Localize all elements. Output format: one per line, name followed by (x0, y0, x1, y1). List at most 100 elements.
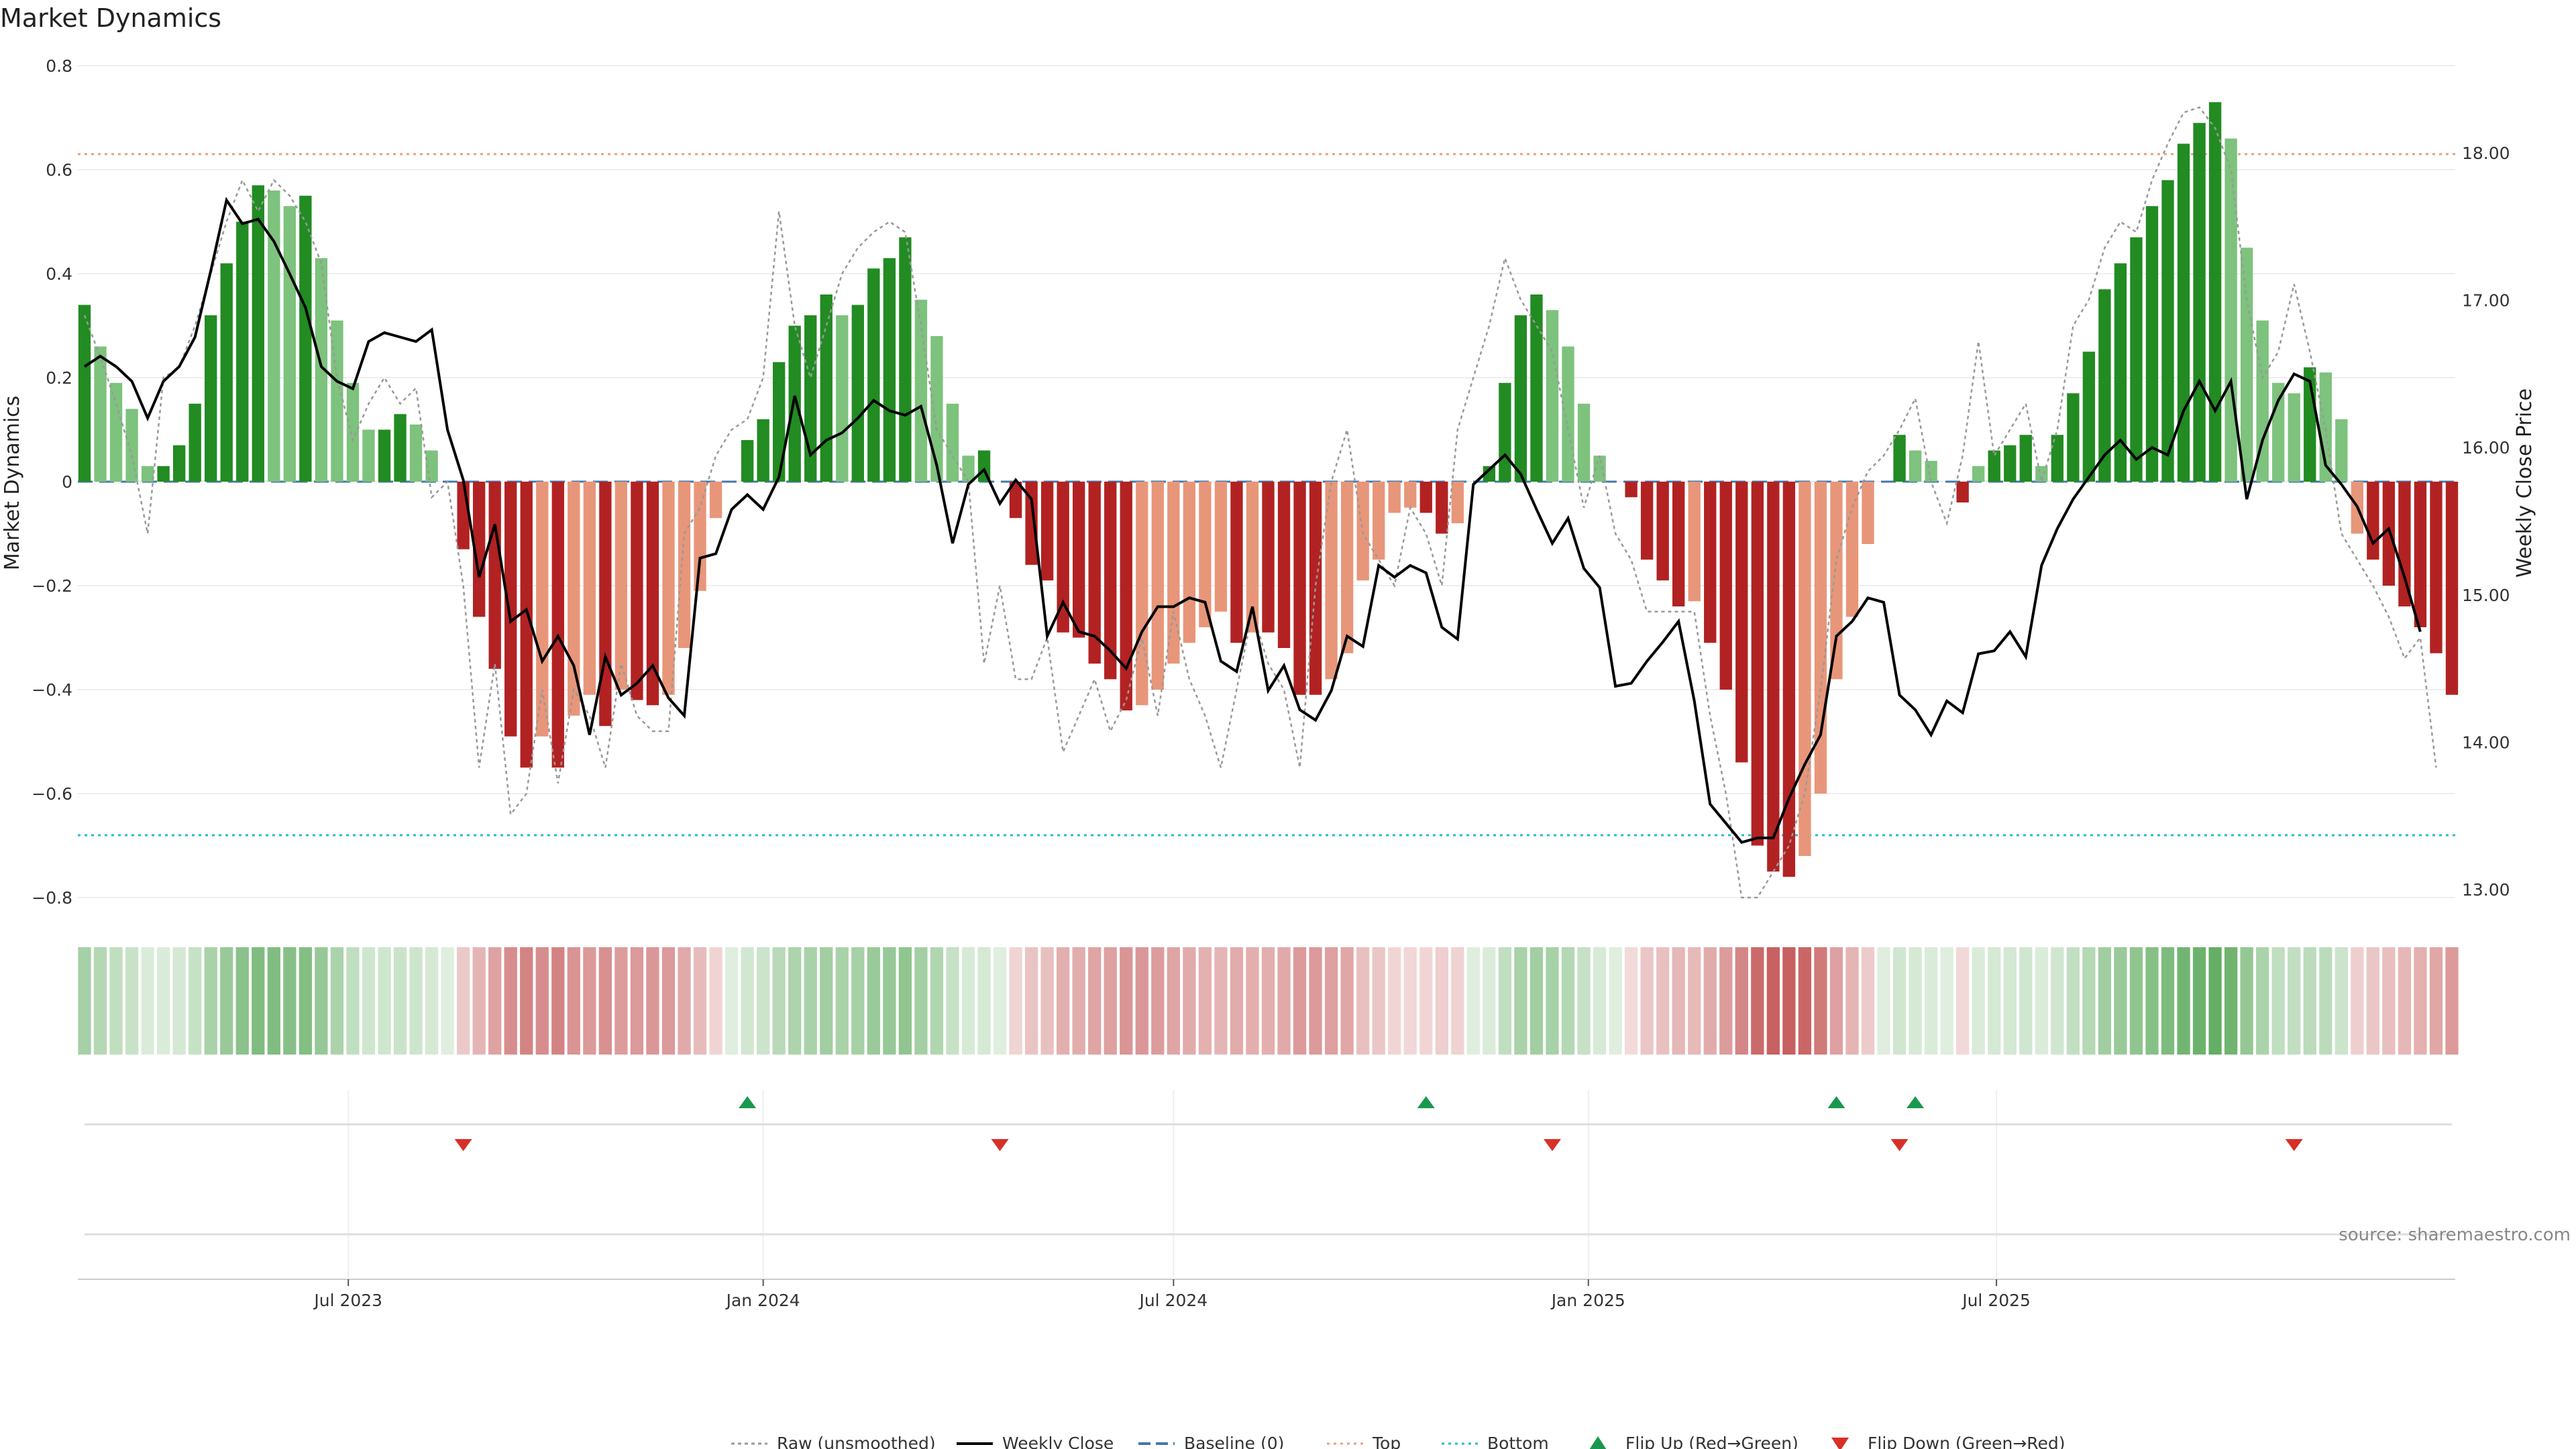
momentum-bar (678, 482, 691, 648)
source-note: source: sharemaestro.com (2339, 1225, 2571, 1245)
momentum-bar (1057, 482, 1069, 633)
momentum-bar (1073, 482, 1085, 638)
strip-cell (2177, 947, 2190, 1055)
strip-cell (156, 947, 170, 1055)
strip-cell (1956, 947, 1970, 1055)
momentum-bar (536, 482, 549, 737)
momentum-bar (1104, 482, 1117, 680)
strip-cell (346, 947, 360, 1055)
momentum-bar (2240, 248, 2253, 482)
legend-flip-up-symbol (1589, 1436, 1607, 1449)
momentum-bar (1862, 482, 1874, 544)
strip-cell (914, 947, 928, 1055)
x-tick-label: Jul 2025 (1961, 1291, 2031, 1310)
momentum-bar (283, 206, 297, 482)
momentum-bar (1546, 310, 1559, 482)
strip-cell (1293, 947, 1307, 1055)
strip-cell (2429, 947, 2443, 1055)
strip-cell (1529, 947, 1544, 1055)
strip-cell (393, 947, 407, 1055)
momentum-bar (867, 268, 880, 482)
strip-cell (961, 947, 975, 1055)
momentum-bar (1514, 315, 1527, 482)
legend-label: Top (1372, 1434, 1401, 1449)
y2-tick-label: 17.00 (2462, 291, 2510, 311)
momentum-bar (2098, 289, 2111, 482)
momentum-bar (631, 482, 643, 700)
heat-strip (78, 947, 2459, 1055)
strip-cell (267, 947, 280, 1055)
strip-cell (614, 947, 628, 1055)
strip-cell (930, 947, 944, 1055)
strip-cell (1498, 947, 1512, 1055)
momentum-bar (252, 185, 264, 482)
strip-cell (1514, 947, 1527, 1055)
momentum-bar (1088, 482, 1101, 664)
strip-cell (804, 947, 817, 1055)
momentum-bar (409, 424, 423, 482)
y-tick-label: −0.8 (32, 888, 72, 908)
strip-cell (141, 947, 154, 1055)
momentum-bar (1025, 482, 1038, 565)
momentum-bar (2193, 123, 2206, 482)
momentum-bar (1562, 346, 1574, 482)
strip-cell (2208, 947, 2222, 1055)
strip-cell (172, 947, 186, 1055)
y2-tick-label: 15.00 (2462, 586, 2510, 605)
strip-cell (1040, 947, 1054, 1055)
legend-label: Flip Down (Green→Red) (1868, 1434, 2065, 1449)
momentum-bar (2398, 482, 2411, 606)
strip-cell (898, 947, 912, 1055)
momentum-bar (2256, 320, 2269, 482)
legend-label: Baseline (0) (1184, 1434, 1284, 1449)
y2-axis-label: Weekly Close Price (2513, 388, 2536, 578)
momentum-bar (1340, 482, 1354, 653)
strip-cell (772, 947, 786, 1055)
momentum-bar (2224, 138, 2237, 482)
momentum-bar (236, 221, 249, 482)
momentum-bar (2288, 393, 2300, 482)
strip-cell (2082, 947, 2096, 1055)
momentum-bar (2082, 352, 2096, 482)
momentum-bar (1183, 482, 1196, 643)
momentum-bar (772, 362, 786, 482)
momentum-bar (1735, 482, 1748, 763)
momentum-bar (504, 482, 517, 737)
strip-cell (646, 947, 659, 1055)
strip-cell (693, 947, 707, 1055)
strip-cell (2098, 947, 2112, 1055)
strip-cell (1719, 947, 1733, 1055)
y2-tick-label: 16.00 (2462, 438, 2510, 458)
flip-down-marker (1543, 1139, 1561, 1151)
strip-cell (1909, 947, 1922, 1055)
momentum-bar (1277, 482, 1291, 648)
momentum-bar (520, 482, 533, 768)
flip-panel (85, 1096, 2452, 1151)
momentum-bar (2114, 263, 2127, 482)
strip-cell (1892, 947, 1907, 1055)
strip-cell (741, 947, 754, 1055)
momentum-bars (78, 102, 2459, 877)
strip-cell (993, 947, 1007, 1055)
strip-cell (1261, 947, 1275, 1055)
flip-down-marker (2285, 1139, 2303, 1151)
strip-cell (1104, 947, 1117, 1055)
strip-cell (788, 947, 802, 1055)
momentum-bar (1246, 482, 1259, 633)
momentum-bar (1830, 482, 1843, 680)
strip-cell (1561, 947, 1575, 1055)
momentum-bar (457, 482, 470, 549)
weekly-close-series (83, 197, 2422, 844)
legend-label: Bottom (1487, 1434, 1549, 1449)
strip-cell (1135, 947, 1148, 1055)
momentum-bar (1436, 482, 1448, 534)
y-tick-label: 0 (62, 472, 72, 492)
strip-cell (1151, 947, 1165, 1055)
strip-cell (1624, 947, 1638, 1055)
y-tick-label: −0.6 (32, 784, 72, 804)
momentum-bar (1640, 482, 1654, 560)
strip-cell (2051, 947, 2064, 1055)
y2-tick-label: 18.00 (2462, 144, 2510, 163)
momentum-bar (362, 429, 375, 482)
